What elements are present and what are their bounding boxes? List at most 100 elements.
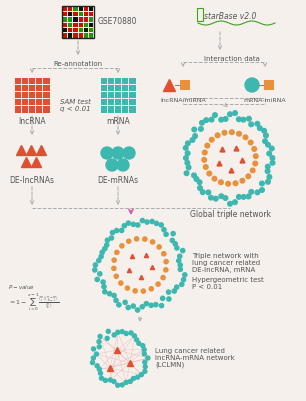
Bar	[89, 17, 94, 22]
Circle shape	[127, 239, 131, 243]
Text: mRNA-miRNA: mRNA-miRNA	[244, 98, 286, 103]
Circle shape	[120, 244, 124, 248]
Circle shape	[186, 165, 191, 170]
Bar	[22, 77, 28, 84]
Circle shape	[157, 245, 161, 249]
Circle shape	[137, 341, 141, 345]
Circle shape	[108, 378, 112, 382]
Circle shape	[192, 127, 196, 132]
Circle shape	[241, 117, 246, 122]
Circle shape	[100, 250, 104, 254]
Circle shape	[114, 298, 118, 302]
Text: GSE70880: GSE70880	[98, 18, 137, 26]
Circle shape	[202, 158, 207, 162]
Circle shape	[136, 375, 140, 379]
Circle shape	[112, 266, 116, 270]
Circle shape	[161, 275, 165, 280]
Text: DE-lncRNAs: DE-lncRNAs	[9, 176, 54, 185]
Circle shape	[97, 367, 101, 371]
Circle shape	[249, 122, 253, 127]
Circle shape	[143, 360, 147, 364]
Circle shape	[194, 177, 199, 181]
Circle shape	[112, 333, 116, 337]
Circle shape	[253, 154, 258, 158]
Text: lncRNA-miRNA: lncRNA-miRNA	[160, 98, 206, 103]
Bar	[129, 77, 136, 84]
Bar	[73, 17, 77, 22]
Circle shape	[213, 113, 217, 117]
Circle shape	[266, 142, 270, 147]
Circle shape	[149, 287, 153, 291]
Circle shape	[190, 138, 195, 142]
Bar	[115, 92, 121, 98]
Circle shape	[175, 285, 179, 289]
Bar	[100, 92, 107, 98]
Bar	[43, 106, 50, 113]
Bar	[22, 92, 28, 98]
Circle shape	[233, 111, 237, 115]
Circle shape	[161, 296, 165, 300]
Bar	[108, 77, 114, 84]
Bar	[84, 33, 88, 38]
Bar	[108, 85, 114, 91]
Circle shape	[230, 130, 234, 134]
Text: Interaction data: Interaction data	[204, 56, 260, 62]
Circle shape	[265, 169, 270, 174]
Circle shape	[223, 117, 228, 121]
Bar	[62, 17, 67, 22]
Circle shape	[267, 175, 272, 179]
Bar	[100, 85, 107, 91]
Bar	[29, 99, 35, 105]
Circle shape	[114, 274, 118, 278]
Circle shape	[103, 247, 107, 251]
Bar	[79, 22, 83, 27]
Circle shape	[117, 303, 121, 307]
Text: SAM test
q < 0.01: SAM test q < 0.01	[60, 99, 91, 112]
Circle shape	[105, 336, 109, 340]
Circle shape	[126, 221, 130, 225]
Circle shape	[200, 190, 205, 194]
Circle shape	[99, 376, 103, 380]
Circle shape	[123, 147, 135, 159]
Circle shape	[249, 190, 254, 194]
Bar	[29, 92, 35, 98]
Text: Hypergeometric test
P < 0.01: Hypergeometric test P < 0.01	[192, 277, 264, 290]
Bar	[14, 92, 21, 98]
Bar	[108, 99, 114, 105]
Circle shape	[259, 181, 264, 186]
Circle shape	[214, 196, 218, 201]
Circle shape	[233, 181, 238, 186]
Circle shape	[266, 180, 270, 184]
Circle shape	[136, 308, 140, 312]
Bar	[36, 106, 42, 113]
Circle shape	[151, 240, 155, 244]
Circle shape	[200, 120, 204, 125]
Bar	[73, 6, 77, 11]
Bar	[115, 77, 121, 84]
Circle shape	[140, 373, 144, 377]
Bar	[129, 106, 136, 113]
Circle shape	[178, 267, 182, 271]
Circle shape	[206, 190, 211, 195]
Bar	[68, 28, 72, 32]
Circle shape	[264, 133, 268, 138]
Circle shape	[270, 156, 275, 160]
Circle shape	[245, 78, 259, 92]
Bar	[89, 28, 94, 32]
Circle shape	[95, 352, 99, 356]
Circle shape	[166, 290, 171, 294]
Circle shape	[98, 272, 102, 276]
Bar	[14, 106, 21, 113]
Circle shape	[120, 228, 124, 233]
Circle shape	[162, 252, 166, 256]
Circle shape	[270, 160, 275, 165]
Bar	[89, 33, 94, 38]
Circle shape	[131, 377, 136, 381]
Bar	[14, 77, 21, 84]
Circle shape	[181, 249, 185, 253]
Circle shape	[136, 223, 140, 227]
Circle shape	[170, 238, 174, 243]
Circle shape	[154, 303, 158, 307]
Circle shape	[101, 147, 113, 159]
Bar	[62, 33, 67, 38]
